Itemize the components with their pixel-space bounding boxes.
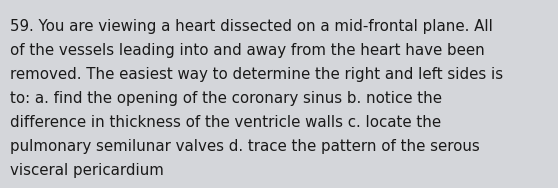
Text: visceral pericardium: visceral pericardium (10, 163, 164, 178)
Text: removed. The easiest way to determine the right and left sides is: removed. The easiest way to determine th… (10, 67, 503, 82)
Text: difference in thickness of the ventricle walls c. locate the: difference in thickness of the ventricle… (10, 115, 441, 130)
Text: to: a. find the opening of the coronary sinus b. notice the: to: a. find the opening of the coronary … (10, 91, 442, 106)
Text: pulmonary semilunar valves d. trace the pattern of the serous: pulmonary semilunar valves d. trace the … (10, 139, 480, 154)
Text: 59. You are viewing a heart dissected on a mid-frontal plane. All: 59. You are viewing a heart dissected on… (10, 19, 493, 34)
Text: of the vessels leading into and away from the heart have been: of the vessels leading into and away fro… (10, 43, 485, 58)
